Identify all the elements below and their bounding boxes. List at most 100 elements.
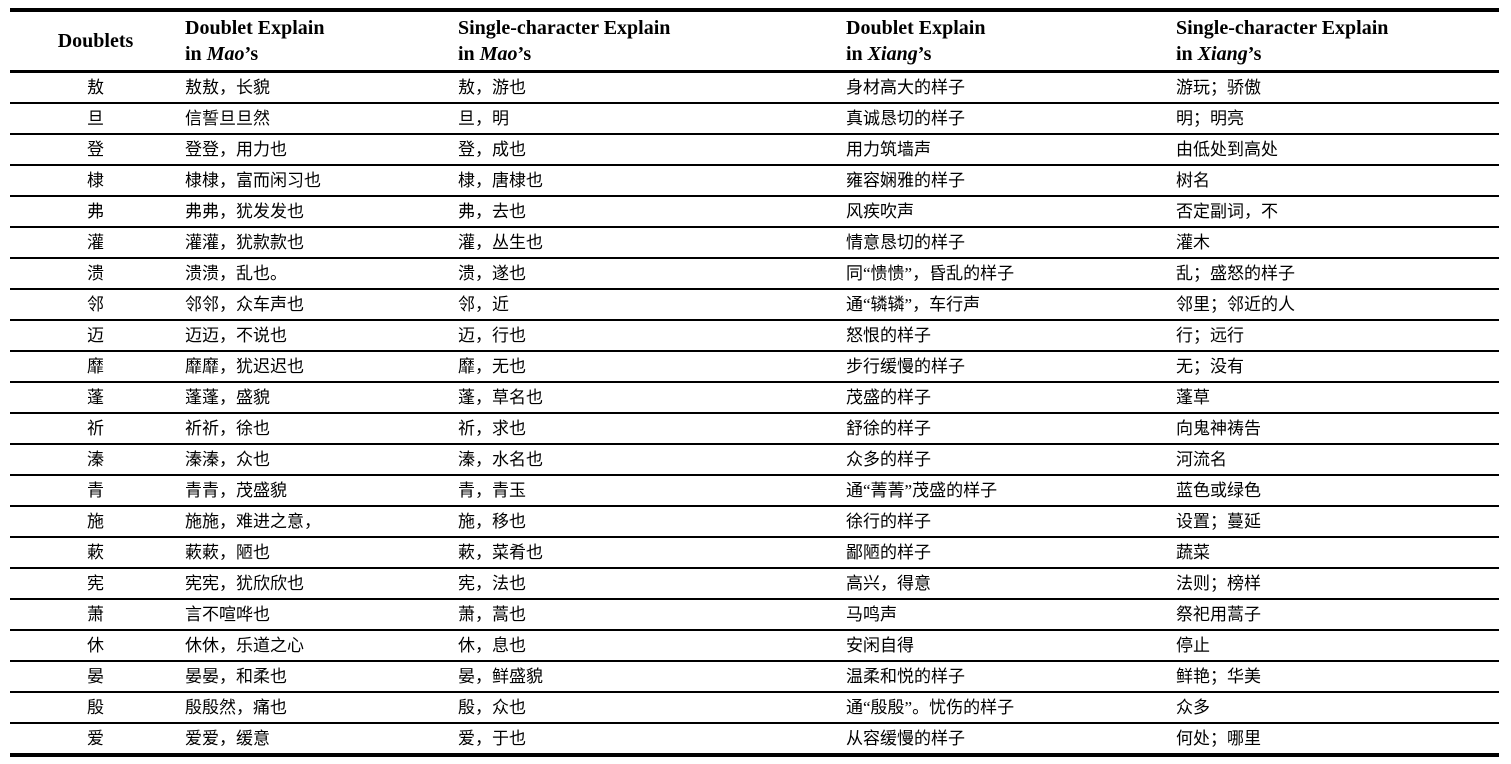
column-header-doublet-explain-xiang: Doublet Explain in Xiang’s xyxy=(846,10,1176,72)
table-row: 殷 殷殷然，痛也 殷，众也 通“殷殷”。忧伤的样子 众多 xyxy=(10,692,1499,723)
cell-single-explain-xiang: 行；远行 xyxy=(1176,326,1244,345)
cell-doublet: 敖 xyxy=(87,78,104,97)
cell-single-explain-xiang: 众多 xyxy=(1176,698,1210,717)
cell-doublet: 祈 xyxy=(87,419,104,438)
header-line2-suffix: ’s xyxy=(244,43,259,65)
cell-single-explain-xiang: 祭祀用蒿子 xyxy=(1176,605,1261,624)
column-header-single-explain-mao: Single-character Explain in Mao’s xyxy=(458,10,846,72)
cell-single-explain-mao: 敖，游也 xyxy=(458,78,526,97)
cell-doublet-explain-xiang: 高兴，得意 xyxy=(846,574,931,593)
column-header-doublet-explain-mao: Doublet Explain in Mao’s xyxy=(185,10,458,72)
header-line2-suffix: ’s xyxy=(517,43,532,65)
cell-single-explain-mao: 晏，鲜盛貌 xyxy=(458,667,543,686)
cell-doublet-explain-mao: 靡靡，犹迟迟也 xyxy=(185,357,304,376)
cell-doublet-explain-xiang: 用力筑墙声 xyxy=(846,140,931,159)
cell-single-explain-xiang: 无；没有 xyxy=(1176,357,1244,376)
cell-doublet-explain-mao: 迈迈，不说也 xyxy=(185,326,287,345)
table-header: Doublets Doublet Explain in Mao’s Single… xyxy=(10,10,1499,72)
cell-single-explain-xiang: 法则；榜样 xyxy=(1176,574,1261,593)
table-row: 蔌 蔌蔌，陋也 蔌，菜肴也 鄙陋的样子 蔬菜 xyxy=(10,537,1499,568)
header-line2-prefix: in xyxy=(1176,43,1198,65)
cell-doublet: 萧 xyxy=(87,605,104,624)
table-row: 弗 弗弗，犹发发也 弗，去也 风疾吹声 否定副词，不 xyxy=(10,196,1499,227)
cell-single-explain-xiang: 蓝色或绿色 xyxy=(1176,481,1261,500)
table-row: 爱 爱爱，缓意 爱，于也 从容缓慢的样子 何处；哪里 xyxy=(10,723,1499,755)
cell-doublet-explain-xiang: 温柔和悦的样子 xyxy=(846,667,965,686)
cell-single-explain-xiang: 蔬菜 xyxy=(1176,543,1210,562)
cell-single-explain-mao: 旦，明 xyxy=(458,109,509,128)
cell-single-explain-mao: 溱，水名也 xyxy=(458,450,543,469)
cell-single-explain-mao: 萧，蒿也 xyxy=(458,605,526,624)
table-row: 宪 宪宪，犹欣欣也 宪，法也 高兴，得意 法则；榜样 xyxy=(10,568,1499,599)
column-header-line1: Doublet Explain xyxy=(846,17,986,39)
column-header-doublets: Doublets xyxy=(10,10,185,72)
header-line2-prefix: in xyxy=(846,43,868,65)
table-row: 溃 溃溃，乱也。 溃，遂也 同“愦愦”，昏乱的样子 乱；盛怒的样子 xyxy=(10,258,1499,289)
column-header-line1: Doublet Explain xyxy=(185,17,325,39)
cell-doublet-explain-mao: 蓬蓬，盛貌 xyxy=(185,388,270,407)
column-header-line2: in Xiang’s xyxy=(846,41,1172,67)
column-header-single-explain-xiang: Single-character Explain in Xiang’s xyxy=(1176,10,1499,72)
cell-single-explain-xiang: 游玩；骄傲 xyxy=(1176,78,1261,97)
cell-single-explain-mao: 宪，法也 xyxy=(458,574,526,593)
cell-doublet-explain-mao: 蔌蔌，陋也 xyxy=(185,543,270,562)
cell-doublet-explain-mao: 晏晏，和柔也 xyxy=(185,667,287,686)
cell-doublet-explain-mao: 施施，难进之意， xyxy=(185,512,321,531)
cell-single-explain-mao: 登，成也 xyxy=(458,140,526,159)
cell-doublet-explain-xiang: 风疾吹声 xyxy=(846,202,914,221)
column-header-line1: Single-character Explain xyxy=(1176,17,1389,39)
cell-single-explain-xiang: 乱；盛怒的样子 xyxy=(1176,264,1295,283)
cell-single-explain-xiang: 蓬草 xyxy=(1176,388,1210,407)
header-line2-prefix: in xyxy=(185,43,207,65)
cell-single-explain-xiang: 树名 xyxy=(1176,171,1210,190)
cell-doublet-explain-mao: 信誓旦旦然 xyxy=(185,109,270,128)
table-row: 溱 溱溱，众也 溱，水名也 众多的样子 河流名 xyxy=(10,444,1499,475)
cell-single-explain-xiang: 河流名 xyxy=(1176,450,1227,469)
cell-single-explain-mao: 迈，行也 xyxy=(458,326,526,345)
cell-doublet-explain-xiang: 鄙陋的样子 xyxy=(846,543,931,562)
cell-doublet: 溃 xyxy=(87,264,104,283)
cell-doublet-explain-mao: 敖敖，长貌 xyxy=(185,78,270,97)
column-header-line2: in Mao’s xyxy=(458,41,842,67)
table-row: 施 施施，难进之意， 施，移也 徐行的样子 设置；蔓延 xyxy=(10,506,1499,537)
cell-single-explain-mao: 爱，于也 xyxy=(458,729,526,748)
cell-single-explain-xiang: 否定副词，不 xyxy=(1176,202,1278,221)
source-name: Mao xyxy=(206,43,245,65)
cell-doublet: 靡 xyxy=(87,357,104,376)
cell-doublet-explain-xiang: 步行缓慢的样子 xyxy=(846,357,965,376)
cell-doublet-explain-mao: 青青，茂盛貌 xyxy=(185,481,287,500)
cell-doublet-explain-xiang: 从容缓慢的样子 xyxy=(846,729,965,748)
cell-doublet: 爱 xyxy=(87,729,104,748)
cell-single-explain-xiang: 由低处到高处 xyxy=(1176,140,1278,159)
table-row: 棣 棣棣，富而闲习也 棣，唐棣也 雍容娴雅的样子 树名 xyxy=(10,165,1499,196)
cell-doublet-explain-xiang: 通“殷殷”。忧伤的样子 xyxy=(846,698,1015,717)
cell-doublet-explain-mao: 灌灌，犹款款也 xyxy=(185,233,304,252)
table-row: 邻 邻邻，众车声也 邻，近 通“辚辚”，车行声 邻里；邻近的人 xyxy=(10,289,1499,320)
cell-single-explain-xiang: 停止 xyxy=(1176,636,1210,655)
header-line2-suffix: ’s xyxy=(917,43,932,65)
cell-doublet: 蓬 xyxy=(87,388,104,407)
cell-doublet-explain-xiang: 雍容娴雅的样子 xyxy=(846,171,965,190)
cell-single-explain-xiang: 何处；哪里 xyxy=(1176,729,1261,748)
cell-doublet: 灌 xyxy=(87,233,104,252)
cell-doublet: 邻 xyxy=(87,295,104,314)
doublets-table: Doublets Doublet Explain in Mao’s Single… xyxy=(10,8,1499,757)
cell-doublet: 棣 xyxy=(87,171,104,190)
header-row: Doublets Doublet Explain in Mao’s Single… xyxy=(10,10,1499,72)
cell-doublet: 青 xyxy=(87,481,104,500)
cell-single-explain-xiang: 向鬼神祷告 xyxy=(1176,419,1261,438)
cell-single-explain-mao: 溃，遂也 xyxy=(458,264,526,283)
cell-doublet: 蔌 xyxy=(87,543,104,562)
cell-doublet-explain-mao: 溃溃，乱也。 xyxy=(185,264,287,283)
cell-single-explain-mao: 蓬，草名也 xyxy=(458,388,543,407)
table-row: 迈 迈迈，不说也 迈，行也 怒恨的样子 行；远行 xyxy=(10,320,1499,351)
cell-doublet: 施 xyxy=(87,512,104,531)
cell-single-explain-mao: 灌，丛生也 xyxy=(458,233,543,252)
cell-doublet-explain-xiang: 徐行的样子 xyxy=(846,512,931,531)
cell-doublet-explain-xiang: 舒徐的样子 xyxy=(846,419,931,438)
cell-doublet-explain-xiang: 通“辚辚”，车行声 xyxy=(846,295,981,314)
cell-single-explain-mao: 棣，唐棣也 xyxy=(458,171,543,190)
header-line2-prefix: in xyxy=(458,43,480,65)
cell-doublet-explain-xiang: 真诚恳切的样子 xyxy=(846,109,965,128)
header-line2-suffix: ’s xyxy=(1247,43,1262,65)
